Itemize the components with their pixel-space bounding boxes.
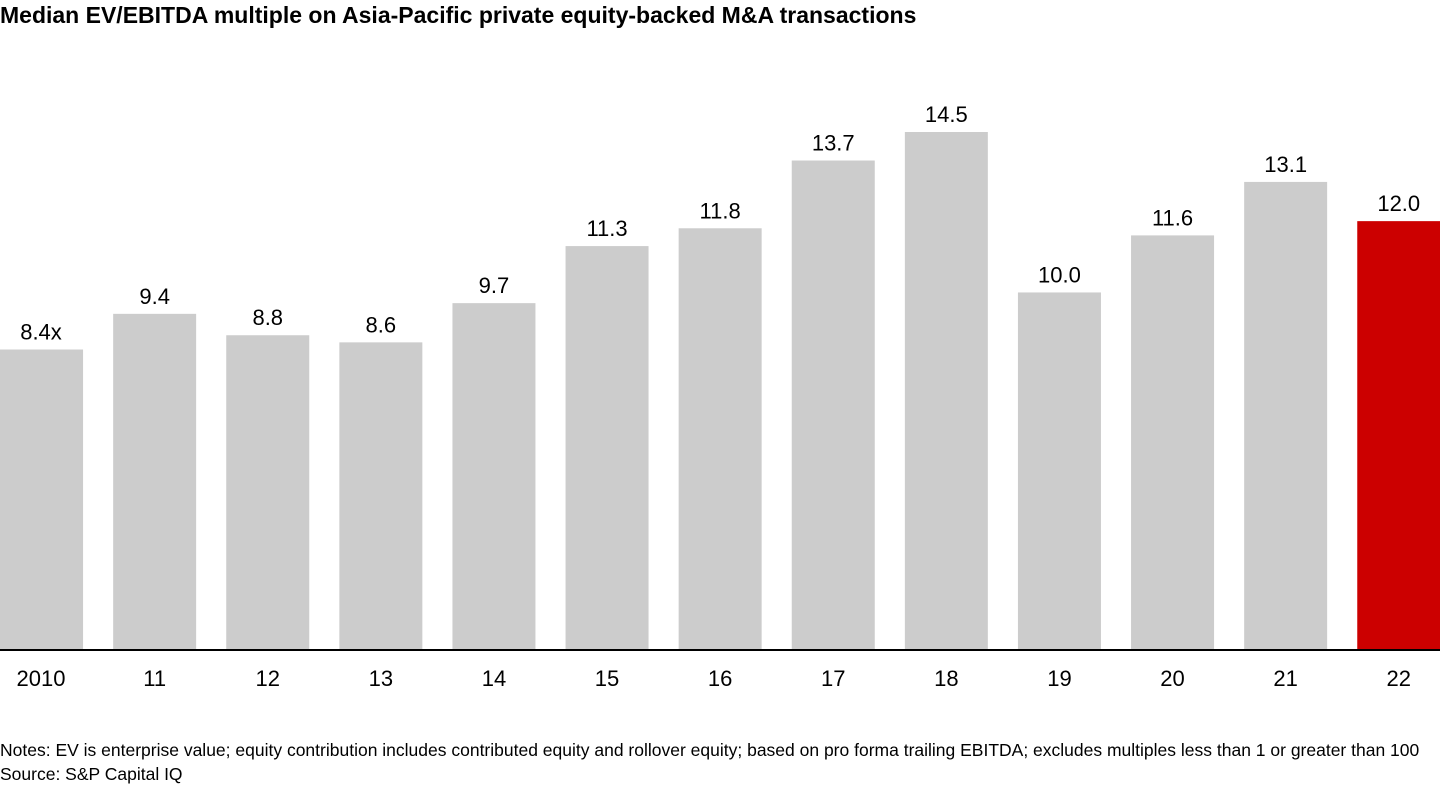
- x-tick-label: 12: [256, 666, 280, 691]
- data-label: 13.1: [1264, 152, 1307, 177]
- bar: [113, 313, 197, 649]
- x-tick-label: 2010: [17, 666, 66, 691]
- x-tick-label: 22: [1387, 666, 1411, 691]
- bar: [1244, 181, 1328, 649]
- bar-chart: 8.4x 2010 9.4 11 8.8 12 8.6 13 9.7 14 11.3 15 11.8 16…: [0, 102, 1440, 691]
- x-tick-label: 15: [595, 666, 619, 691]
- data-label: 14.5: [925, 102, 968, 127]
- data-label: 9.4: [139, 284, 170, 309]
- bar: [904, 132, 988, 649]
- data-label: 9.7: [479, 273, 510, 298]
- footnotes: Notes: EV is enterprise value; equity co…: [0, 738, 1440, 786]
- bar: [452, 303, 536, 649]
- bar: [339, 342, 423, 649]
- data-label: 10.0: [1038, 262, 1081, 287]
- data-label: 8.8: [252, 305, 283, 330]
- x-tick-label: 18: [934, 666, 958, 691]
- data-label: 13.7: [812, 131, 855, 156]
- x-tick-label: 21: [1273, 666, 1297, 691]
- bar: [565, 246, 649, 649]
- bar: [226, 335, 310, 649]
- x-tick-label: 17: [821, 666, 845, 691]
- bar: [1017, 292, 1101, 649]
- data-label: 11.3: [586, 216, 627, 241]
- data-label: 8.4x: [20, 319, 62, 344]
- x-tick-label: 11: [143, 666, 166, 691]
- notes-text: Notes: EV is enterprise value; equity co…: [0, 740, 1420, 760]
- x-tick-label: 14: [482, 666, 506, 691]
- source-text: Source: S&P Capital IQ: [0, 764, 183, 784]
- data-label: 11.6: [1152, 205, 1193, 230]
- bar: [791, 160, 875, 649]
- bar: [678, 228, 762, 649]
- data-label: 11.8: [700, 198, 741, 223]
- bar: [0, 349, 84, 649]
- bar: [1357, 221, 1440, 649]
- bar: [1131, 235, 1215, 649]
- x-tick-label: 16: [708, 666, 732, 691]
- data-label: 12.0: [1377, 191, 1420, 216]
- chart-title: Median EV/EBITDA multiple on Asia-Pacifi…: [0, 2, 917, 28]
- data-label: 8.6: [366, 312, 397, 337]
- x-tick-label: 20: [1160, 666, 1184, 691]
- x-tick-label: 13: [369, 666, 393, 691]
- x-tick-label: 19: [1047, 666, 1071, 691]
